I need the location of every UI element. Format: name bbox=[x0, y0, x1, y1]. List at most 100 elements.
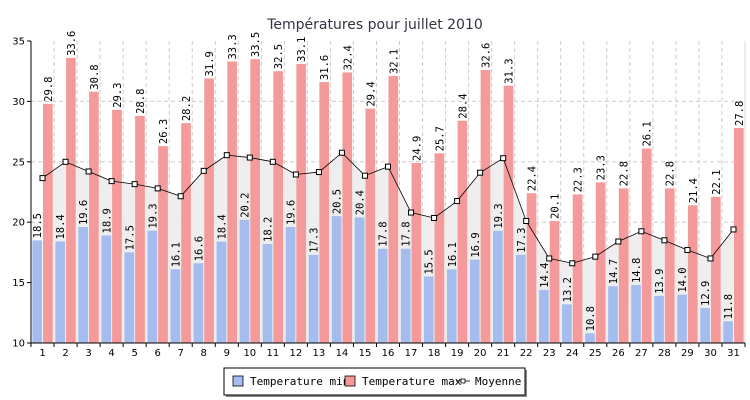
x-tick-label: 28 bbox=[658, 348, 671, 359]
y-tick-label: 35 bbox=[12, 37, 25, 48]
data-label: 20.1 bbox=[550, 194, 562, 219]
x-tick-label: 6 bbox=[154, 348, 160, 359]
bar-temperature-max bbox=[66, 57, 76, 344]
bar-temperature-min bbox=[608, 286, 618, 343]
x-tick-label: 21 bbox=[497, 348, 510, 359]
data-label: 33.1 bbox=[296, 37, 308, 62]
bar-temperature-min bbox=[631, 285, 641, 343]
data-label: 17.3 bbox=[516, 228, 528, 253]
legend-label-avg: Moyenne bbox=[475, 375, 521, 388]
data-label: 29.3 bbox=[112, 83, 124, 108]
x-tick-label: 12 bbox=[290, 348, 303, 359]
data-label: 17.5 bbox=[124, 225, 136, 250]
bar-temperature-min bbox=[239, 219, 250, 343]
data-label: 29.8 bbox=[43, 77, 55, 102]
bar-temperature-min bbox=[101, 235, 112, 343]
average-point bbox=[408, 209, 415, 216]
data-label: 32.1 bbox=[388, 49, 400, 74]
bar-temperature-max bbox=[618, 188, 629, 343]
legend-label-min: Temperature min bbox=[250, 375, 349, 388]
bar-temperature-min bbox=[285, 227, 296, 343]
data-label: 18.2 bbox=[263, 217, 275, 242]
data-label: 18.9 bbox=[101, 208, 113, 233]
x-tick-label: 15 bbox=[359, 348, 372, 359]
data-label: 26.3 bbox=[158, 119, 170, 144]
bar-temperature-min bbox=[377, 248, 388, 343]
average-point bbox=[569, 260, 576, 267]
x-tick-label: 10 bbox=[243, 348, 256, 359]
average-point bbox=[246, 154, 253, 161]
average-point bbox=[85, 168, 92, 175]
bar-temperature-min bbox=[492, 230, 503, 343]
bar-temperature-min bbox=[78, 227, 89, 343]
bar-temperature-max bbox=[112, 109, 122, 343]
bar-temperature-max bbox=[595, 182, 606, 343]
x-tick-label: 2 bbox=[62, 348, 68, 359]
data-label: 13.9 bbox=[654, 269, 666, 294]
bar-temperature-max bbox=[710, 196, 721, 343]
average-point bbox=[177, 193, 184, 200]
data-label: 25.7 bbox=[434, 126, 446, 151]
x-tick-label: 25 bbox=[589, 348, 602, 359]
data-label: 14.4 bbox=[539, 263, 551, 288]
data-label: 13.2 bbox=[562, 277, 574, 302]
bar-temperature-max bbox=[480, 69, 491, 343]
data-label: 20.5 bbox=[332, 189, 344, 214]
x-tick-label: 4 bbox=[108, 348, 114, 359]
average-point bbox=[707, 255, 714, 262]
x-tick-label: 3 bbox=[85, 348, 91, 359]
bar-temperature-max bbox=[135, 115, 145, 343]
data-label: 22.1 bbox=[711, 170, 723, 195]
bar-temperature-min bbox=[516, 254, 526, 343]
x-tick-label: 16 bbox=[382, 348, 395, 359]
bar-temperature-max bbox=[664, 188, 675, 343]
bar-temperature-min bbox=[354, 217, 365, 343]
bar-temperature-max bbox=[411, 163, 422, 343]
average-point bbox=[385, 163, 391, 170]
bar-temperature-min bbox=[331, 216, 342, 343]
x-tick-label: 11 bbox=[266, 348, 279, 359]
legend-marker-avg bbox=[460, 378, 466, 384]
data-label: 33.3 bbox=[227, 34, 239, 59]
data-label: 19.3 bbox=[147, 203, 159, 228]
x-tick-label: 17 bbox=[405, 348, 418, 359]
bar-temperature-min bbox=[700, 307, 710, 343]
bar-temperature-min bbox=[446, 269, 457, 343]
data-label: 23.3 bbox=[596, 155, 608, 180]
data-label: 20.4 bbox=[355, 190, 367, 215]
x-tick-label: 5 bbox=[131, 348, 137, 359]
bar-temperature-min bbox=[677, 294, 687, 343]
x-tick-label: 31 bbox=[727, 348, 740, 359]
bar-temperature-max bbox=[457, 120, 468, 343]
y-tick-label: 30 bbox=[12, 97, 25, 108]
x-tick-label: 22 bbox=[520, 348, 533, 359]
bar-temperature-min bbox=[469, 259, 480, 343]
data-label: 14.8 bbox=[631, 258, 643, 283]
bar-temperature-min bbox=[400, 248, 411, 343]
data-label: 26.1 bbox=[642, 121, 654, 146]
data-label: 28.8 bbox=[135, 89, 147, 114]
data-label: 12.9 bbox=[700, 281, 712, 306]
bar-temperature-max bbox=[365, 108, 376, 343]
average-point bbox=[661, 237, 668, 244]
x-tick-label: 20 bbox=[474, 348, 487, 359]
x-tick-label: 1 bbox=[39, 348, 45, 359]
average-point bbox=[62, 158, 69, 165]
data-label: 19.6 bbox=[78, 200, 90, 225]
y-tick-label: 25 bbox=[12, 157, 25, 168]
data-label: 31.9 bbox=[204, 51, 216, 76]
data-label: 28.4 bbox=[457, 93, 469, 118]
data-label: 29.4 bbox=[365, 81, 377, 106]
data-label: 30.8 bbox=[89, 64, 101, 89]
data-label: 14.7 bbox=[608, 259, 620, 284]
data-label: 33.6 bbox=[66, 31, 78, 56]
legend-box bbox=[223, 367, 526, 396]
average-point bbox=[338, 149, 345, 156]
average-point bbox=[108, 178, 115, 185]
x-tick-label: 24 bbox=[566, 348, 579, 359]
data-label: 16.1 bbox=[170, 242, 182, 267]
bar-temperature-max bbox=[434, 153, 445, 343]
bar-temperature-max bbox=[181, 123, 191, 343]
bar-temperature-max bbox=[733, 127, 744, 343]
